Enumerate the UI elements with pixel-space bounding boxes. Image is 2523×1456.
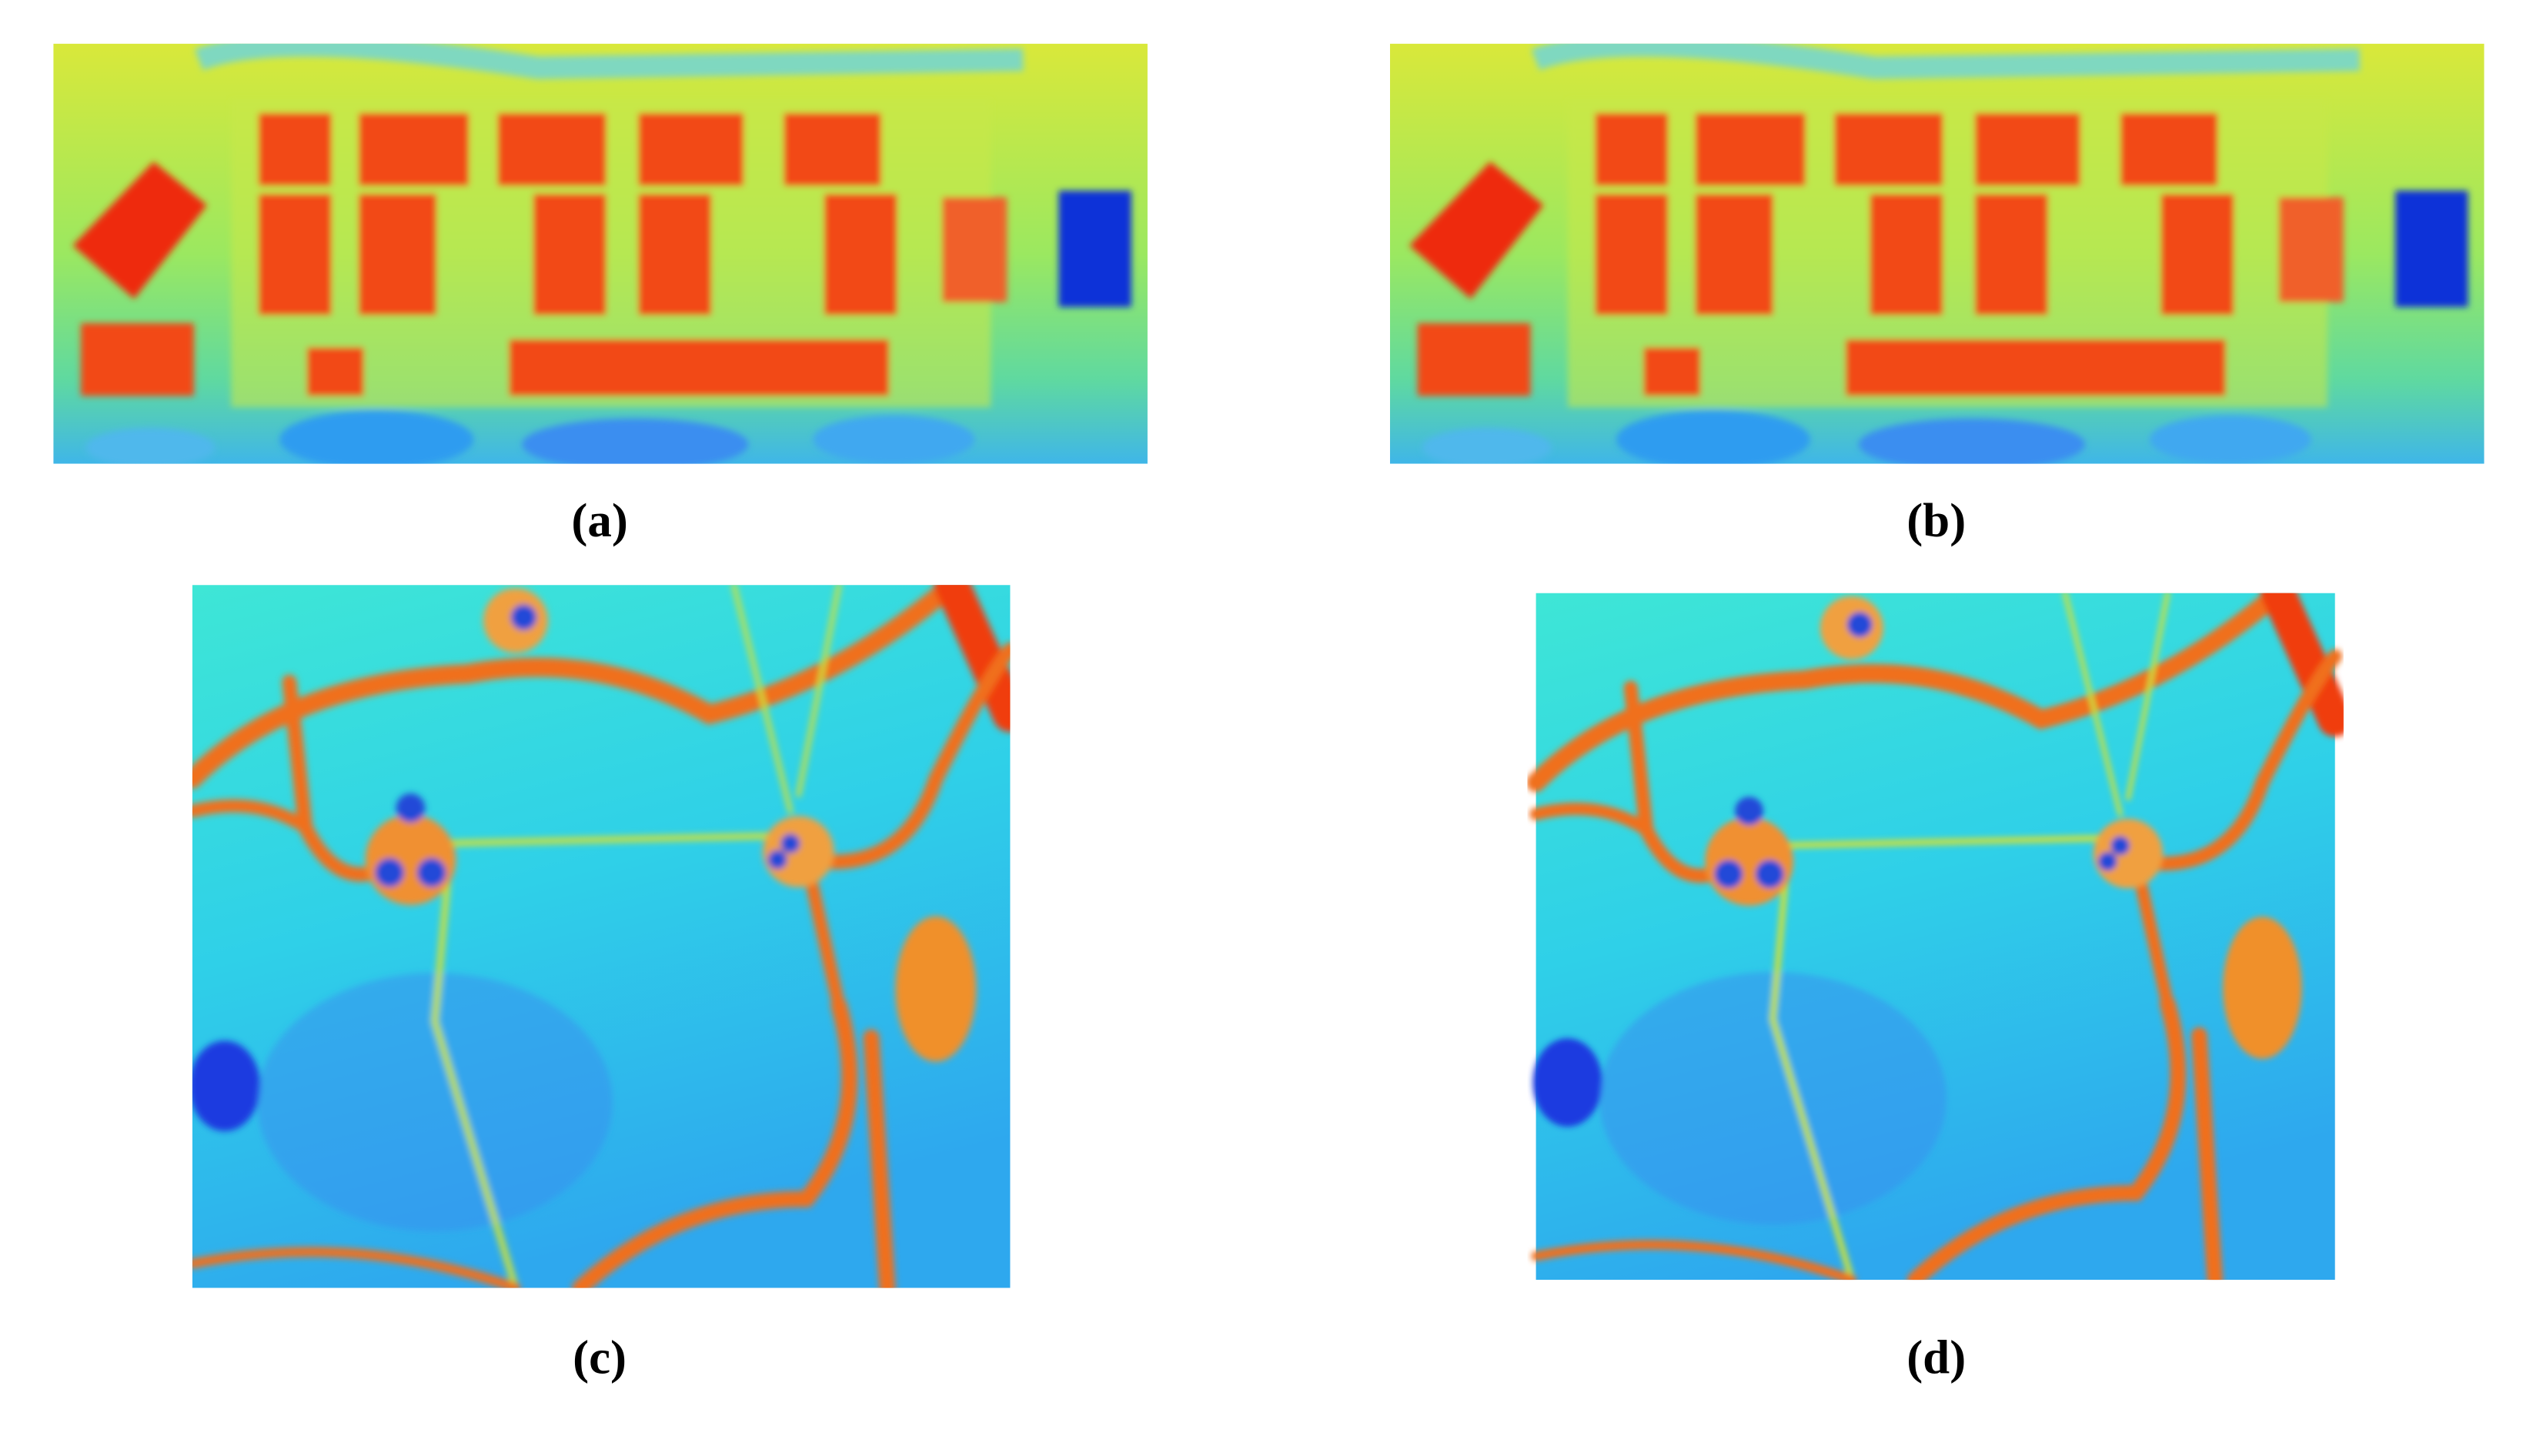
caption: (a)	[571, 493, 627, 547]
image-a	[53, 44, 1148, 470]
image-d	[1532, 593, 2334, 1280]
caption: (c)	[573, 1331, 627, 1384]
image-b	[1390, 44, 2485, 470]
caption: (d)	[1906, 1331, 1966, 1384]
caption: (b)	[1906, 493, 1966, 547]
image-c	[189, 585, 1011, 1287]
